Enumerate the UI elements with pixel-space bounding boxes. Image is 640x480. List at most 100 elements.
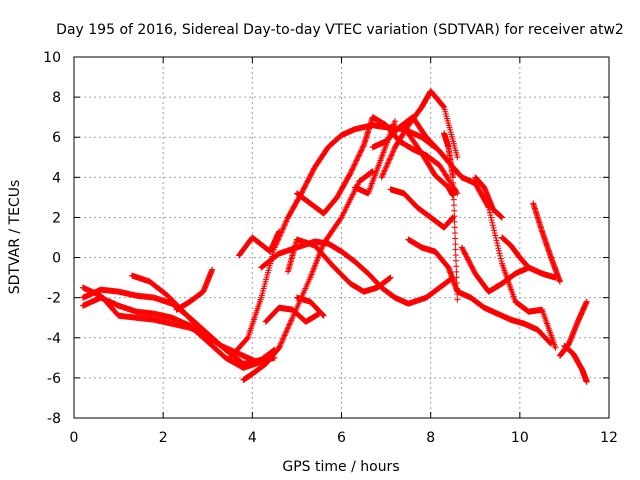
data-point — [497, 252, 504, 259]
data-point — [450, 196, 457, 203]
data-point — [280, 225, 287, 232]
data-point — [282, 331, 289, 338]
data-point — [488, 214, 495, 221]
data-point — [350, 163, 357, 170]
data-point — [450, 185, 457, 192]
gridlines — [74, 57, 609, 418]
data-point — [283, 328, 290, 335]
data-point — [287, 318, 294, 325]
data-point — [320, 312, 327, 319]
data-point — [384, 160, 391, 167]
data-point — [390, 148, 397, 155]
data-point — [380, 170, 387, 177]
data-point — [451, 218, 458, 225]
data-point — [282, 329, 289, 336]
data-point — [281, 332, 288, 339]
data-point — [388, 151, 395, 158]
data-point — [281, 222, 288, 229]
data-point — [382, 166, 389, 173]
data-point — [288, 317, 295, 324]
data-point — [279, 337, 286, 344]
data-point — [356, 151, 363, 158]
data-point — [276, 343, 283, 350]
data-point — [387, 153, 394, 160]
data-point — [354, 156, 361, 163]
data-point — [283, 218, 290, 225]
data-point — [280, 224, 287, 231]
data-point — [451, 213, 458, 220]
data-point — [287, 320, 294, 327]
data-point — [386, 156, 393, 163]
data-point — [381, 167, 388, 174]
data-point — [486, 209, 493, 216]
data-point — [379, 172, 386, 179]
data-point — [496, 250, 503, 257]
data-point — [583, 378, 590, 385]
data-point — [489, 222, 496, 229]
data-point — [452, 246, 459, 253]
data-point — [276, 228, 283, 235]
data-point — [281, 221, 288, 228]
data-point — [359, 144, 366, 151]
data-point — [387, 155, 394, 162]
data-point — [454, 296, 461, 303]
data-point — [452, 241, 459, 248]
x-tick-label: 0 — [70, 430, 79, 446]
plot-frame — [73, 56, 610, 419]
data-point — [355, 152, 362, 159]
data-point — [351, 162, 358, 169]
data-point — [383, 163, 390, 170]
data-point — [449, 174, 456, 181]
data-point — [454, 190, 461, 197]
data-point — [451, 207, 458, 214]
data-point — [389, 149, 396, 156]
data-point — [454, 154, 461, 161]
data-point — [450, 191, 457, 198]
data-point — [451, 224, 458, 231]
y-tick-label: -6 — [47, 371, 61, 387]
data-point — [453, 263, 460, 270]
data-point — [357, 149, 364, 156]
axis-tick-labels: 0 2 4 6 8 10 12 -8 -6 -4 -2 0 2 4 6 8 10 — [43, 50, 618, 446]
data-point — [357, 148, 364, 155]
data-point — [360, 143, 367, 150]
data-point — [450, 202, 457, 209]
data-point — [392, 118, 398, 125]
data-point — [358, 146, 365, 153]
x-tick-label: 4 — [248, 430, 257, 446]
x-tick-label: 2 — [159, 430, 168, 446]
data-point — [452, 252, 459, 259]
data-point — [494, 242, 501, 249]
x-tick-label: 12 — [600, 430, 618, 446]
data-point — [449, 192, 456, 199]
data-point — [490, 224, 497, 231]
data-point — [488, 217, 495, 224]
data-point — [316, 310, 323, 317]
data-point — [495, 245, 502, 252]
data-point — [285, 324, 292, 331]
data-point — [379, 171, 386, 178]
data-point — [453, 268, 460, 275]
data-point — [439, 102, 446, 109]
data-point — [387, 274, 394, 281]
data-point — [283, 217, 290, 224]
data-point — [279, 226, 286, 233]
data-point — [487, 212, 494, 219]
data-point — [276, 344, 283, 351]
data-markers — [79, 88, 590, 385]
y-tick-label: 8 — [52, 90, 61, 106]
data-point — [384, 162, 391, 169]
data-point — [288, 316, 295, 323]
data-point — [450, 179, 457, 186]
data-point — [358, 147, 365, 154]
data-point — [282, 219, 289, 226]
data-point — [286, 321, 293, 328]
data-point — [492, 232, 499, 239]
data-point — [280, 333, 287, 340]
data-point — [277, 342, 284, 349]
data-point — [491, 227, 498, 234]
data-point — [499, 214, 505, 221]
y-tick-label: -8 — [47, 411, 61, 427]
data-point — [494, 240, 501, 247]
data-point — [378, 174, 385, 181]
